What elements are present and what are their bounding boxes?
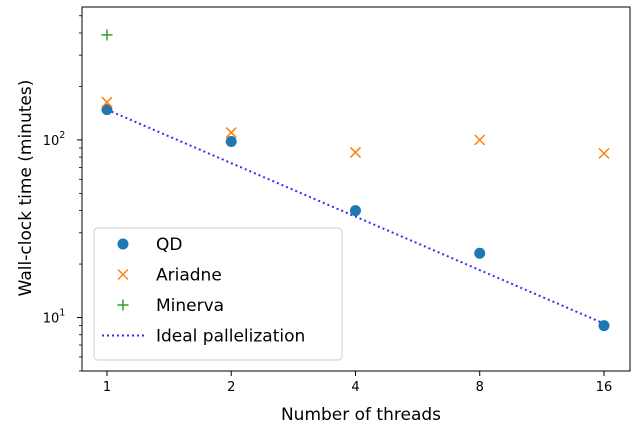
legend-item-minerva: Minerva — [117, 296, 224, 316]
y-tick-exponent: 1 — [59, 308, 65, 319]
ariadne-point — [598, 147, 610, 159]
legend-label: Ideal pallelization — [156, 327, 305, 347]
series-qd — [101, 104, 610, 332]
x-tick-label: 16 — [596, 380, 613, 395]
x-tick-label: 2 — [227, 380, 235, 395]
legend-label: QD — [156, 235, 182, 255]
qd-point — [474, 247, 486, 259]
ariadne-point — [101, 96, 113, 108]
ideal-line — [106, 108, 605, 325]
y-axis-label: Wall-clock time (minutes) — [16, 80, 36, 297]
qd-point — [598, 320, 610, 332]
qd-point — [225, 135, 237, 147]
plot-frame — [81, 6, 631, 372]
legend-label: Minerva — [156, 296, 224, 316]
legend-item-ideal-pallelization: Ideal pallelization — [102, 327, 305, 347]
legend-marker — [117, 299, 129, 311]
x-tick-label: 8 — [476, 380, 484, 395]
qd-point — [349, 205, 361, 217]
legend-marker — [117, 268, 129, 281]
y-tick-label: 101 — [43, 308, 66, 327]
minerva-point — [101, 29, 113, 41]
series-ideal-pallelization — [106, 108, 605, 325]
y-tick-label: 102 — [43, 130, 66, 149]
qd-point — [101, 104, 113, 116]
ariadne-point — [474, 134, 486, 146]
legend-frame — [93, 227, 343, 361]
legend-label: Ariadne — [156, 266, 222, 286]
x-tick-label: 1 — [103, 380, 111, 395]
legend: QD Ariadne Minerva Ideal pallelization — [93, 227, 343, 361]
legend-marker — [117, 238, 129, 250]
legend-item-ariadne: Ariadne — [117, 266, 222, 286]
x-tick-label: 4 — [351, 380, 359, 395]
series-ariadne — [101, 96, 610, 159]
ariadne-point — [225, 127, 237, 139]
x-axis-label: Number of threads — [281, 405, 441, 425]
series-minerva — [101, 29, 113, 41]
ariadne-point — [349, 146, 361, 158]
legend-item-qd: QD — [117, 235, 182, 255]
y-tick-exponent: 2 — [59, 130, 65, 141]
